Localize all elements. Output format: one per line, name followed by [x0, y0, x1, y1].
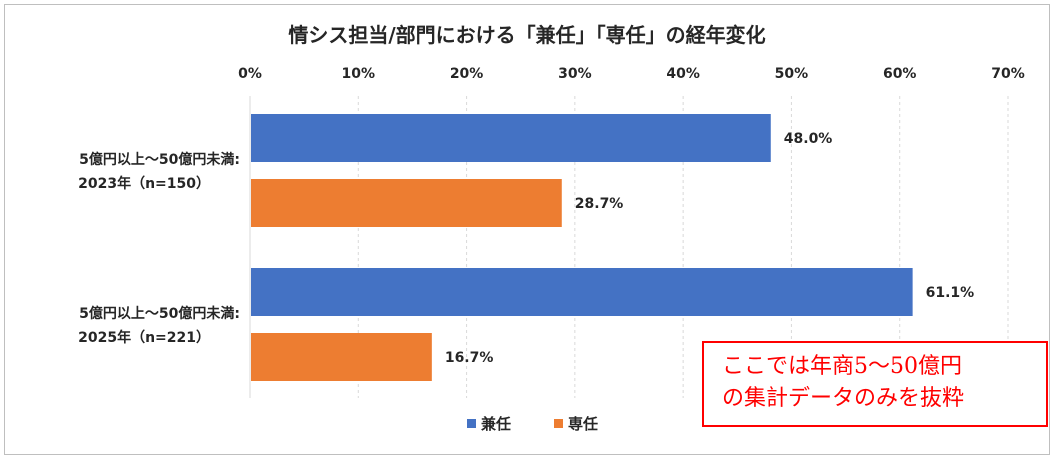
x-tick-label: 60%: [883, 66, 917, 82]
category-labels: 5億円以上～50億円未満: 2023年（n=150） 5億円以上～50億円未満: 20…: [78, 151, 240, 346]
x-tick-label: 50%: [775, 66, 809, 82]
note-callout: ここでは年商5～50億円 の集計データのみを抜粋: [702, 341, 1048, 427]
category-label-line1: 5億円以上～50億円未満:: [79, 305, 240, 322]
legend: 兼任 専任: [467, 415, 598, 433]
x-tick-label: 0%: [238, 66, 262, 82]
data-label: 61.1%: [926, 285, 975, 301]
bar-kennin-1: [251, 268, 913, 316]
legend-swatch: [554, 419, 563, 428]
tick-labels: 0% 10% 20% 30% 40% 50% 60% 70%: [238, 66, 1025, 82]
bar-sennin-1: [251, 333, 432, 381]
bar-sennin-0: [251, 179, 562, 227]
category-label-line2: 2025年（n=221）: [78, 329, 210, 346]
legend-label: 専任: [568, 415, 598, 433]
chart-title: 情シス担当/部門における「兼任」「専任」の経年変化: [288, 23, 765, 47]
data-label: 28.7%: [575, 196, 624, 212]
bar-kennin-0: [251, 114, 771, 162]
category-label-line2: 2023年（n=150）: [78, 175, 210, 192]
legend-swatch: [467, 419, 476, 428]
x-tick-label: 70%: [991, 66, 1025, 82]
x-tick-label: 10%: [342, 66, 376, 82]
note-line-2: の集計データのみを抜粋: [722, 386, 965, 411]
bars: 48.0% 28.7% 61.1% 16.7%: [251, 114, 974, 381]
x-tick-label: 30%: [558, 66, 592, 82]
note-line-1: ここでは年商5～50億円: [722, 354, 962, 379]
data-label: 16.7%: [445, 350, 494, 366]
x-tick-label: 20%: [450, 66, 484, 82]
category-label-line1: 5億円以上～50億円未満:: [79, 151, 240, 168]
x-tick-label: 40%: [666, 66, 700, 82]
data-label: 48.0%: [784, 131, 833, 147]
legend-label: 兼任: [481, 415, 511, 433]
